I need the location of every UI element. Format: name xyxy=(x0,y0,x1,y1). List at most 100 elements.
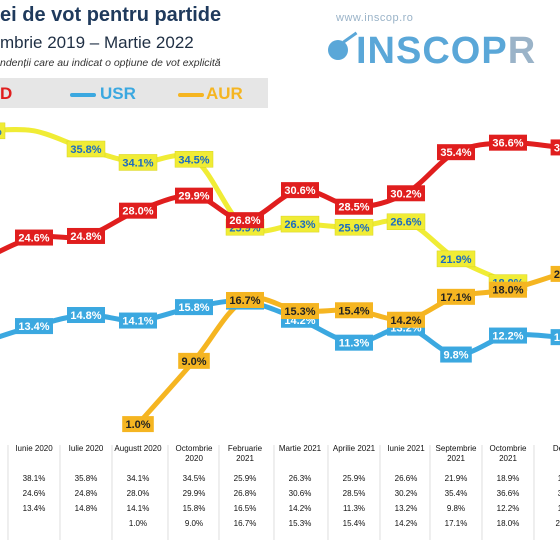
table-cell: 26.8% xyxy=(233,489,257,498)
data-label-bg xyxy=(0,122,6,140)
data-label-bg xyxy=(550,265,560,282)
brand-dot-icon xyxy=(328,40,348,60)
data-label-text: 20 xyxy=(554,269,560,281)
data-label-bg xyxy=(118,154,158,171)
brand-name-tail: R xyxy=(507,30,537,72)
table-cell: 24.8% xyxy=(74,489,98,498)
chart-subtitle: mbrie 2019 – Martie 2022 xyxy=(0,33,194,52)
data-label-text: 16.7% xyxy=(229,295,260,307)
table-cell: 15.4% xyxy=(342,519,366,528)
table-cell: 1 xyxy=(557,474,560,483)
data-label-text: 28.5% xyxy=(338,202,369,214)
data-label-bg xyxy=(437,144,475,161)
data-label-bg xyxy=(550,329,560,346)
table-cell: 30.6% xyxy=(288,489,312,498)
data-label: 14.8% xyxy=(67,307,105,324)
table-cell: 13.2% xyxy=(394,504,418,513)
data-label: 24.8% xyxy=(67,227,105,244)
table-header-cell: Februarie 2021 xyxy=(227,444,263,463)
data-label-bg xyxy=(489,327,527,344)
data-label: 36 xyxy=(550,139,560,156)
data-label-bg xyxy=(226,212,264,229)
data-label-text: 12.2% xyxy=(492,331,523,343)
table-cell: 9.8% xyxy=(446,504,466,513)
data-label-text: 24.8% xyxy=(70,231,101,243)
table-row: 24.6% 24.8% 28.0% 29.9% 26.8% 30.6% 28.5% 30.2%… xyxy=(0,489,560,503)
data-label: 30.2% xyxy=(387,185,425,202)
table-cell: 34.1% xyxy=(126,474,150,483)
data-label-text: 15.3% xyxy=(284,306,315,318)
data-label-text: 35.4% xyxy=(440,147,471,159)
data-label-text: 15.4% xyxy=(338,305,369,317)
legend-label-d: D xyxy=(0,84,13,103)
data-label-bg xyxy=(67,227,105,244)
table-cell: 9.0% xyxy=(184,519,204,528)
table-cell: 15.8% xyxy=(182,504,206,513)
table-cell: 14.2% xyxy=(288,504,312,513)
table-cell: 14.8% xyxy=(74,504,98,513)
table-cell: 24.6% xyxy=(22,489,46,498)
data-label-text: 26.3% xyxy=(284,219,315,231)
legend-swatch-usr xyxy=(70,93,96,97)
data-label-text: 28.0% xyxy=(122,206,153,218)
chart-note: ndenții care au indicat o opțiune de vot… xyxy=(0,57,221,69)
table-cell: 18.0% xyxy=(496,519,520,528)
data-label: 26.8% xyxy=(226,212,264,229)
data-label-text: 24.6% xyxy=(18,233,49,245)
table-row: 1.0% 9.0% 16.7% 15.3% 15.4% 14.2% 17.1% 18.0% 20 xyxy=(0,519,560,533)
data-label: 15.3% xyxy=(281,303,319,320)
table-row: 38.1% 35.8% 34.1% 34.5% 25.9% 26.3% 25.9% 26.6%… xyxy=(0,474,560,488)
data-label-text: 9.8% xyxy=(443,350,468,362)
data-label: 30.6% xyxy=(281,182,319,199)
data-label-text: 34.5% xyxy=(178,154,209,166)
data-label-bg xyxy=(226,291,264,308)
data-label-bg xyxy=(119,202,157,219)
table-cell: 1.0% xyxy=(128,519,148,528)
data-label: 15.8% xyxy=(175,299,213,316)
data-label-text: 26.8% xyxy=(229,215,260,227)
data-label: 9.0% xyxy=(178,352,210,369)
table-header-cell: Augustt 2020 xyxy=(114,444,162,453)
data-label-bg xyxy=(67,307,105,324)
data-label-bg xyxy=(66,140,106,158)
table-cell: 34.5% xyxy=(182,474,206,483)
data-label: 38.1% xyxy=(0,122,6,140)
data-label-text: 36 xyxy=(554,142,560,154)
legend-swatch-aur xyxy=(178,93,204,97)
data-label-bg xyxy=(489,281,527,298)
table-cell: 26.3% xyxy=(288,474,312,483)
data-label-text: 15.8% xyxy=(178,302,209,314)
data-label: 14.1% xyxy=(119,312,157,329)
table-cell: 28.5% xyxy=(342,489,366,498)
data-label-text: 29.9% xyxy=(178,191,209,203)
legend-item-d: D xyxy=(0,84,12,104)
data-label: 35.4% xyxy=(437,144,475,161)
table-header-cell: Iunie 2020 xyxy=(15,444,53,453)
data-label-text: 14.8% xyxy=(70,310,101,322)
table-header-cell: Iulie 2020 xyxy=(68,444,104,453)
data-label-text: 35.8% xyxy=(70,144,101,156)
data-label-text: 18.0% xyxy=(492,285,523,297)
table-cell: 25.9% xyxy=(342,474,366,483)
data-label: 12.2% xyxy=(489,327,527,344)
table-header-cell: Septembrie 2021 xyxy=(435,444,477,463)
table-header-cell: Aprilie 2021 xyxy=(332,444,376,453)
data-label: 34.1% xyxy=(118,154,158,171)
table-cell: 38.1% xyxy=(22,474,46,483)
table-cell: 17.1% xyxy=(444,519,468,528)
data-label-bg xyxy=(281,303,319,320)
table-cell: 36.6% xyxy=(496,489,520,498)
data-label: 12 xyxy=(550,329,560,346)
legend xyxy=(0,78,268,108)
table-header-row: Iunie 2020 Iulie 2020 Augustt 2020 Octombri… xyxy=(0,444,560,470)
table-header-cell: Octombrie 2020 xyxy=(175,444,213,463)
data-label: 24.6% xyxy=(15,229,53,246)
data-label: 25.9% xyxy=(334,219,374,236)
data-label: 26.6% xyxy=(386,213,426,230)
data-label-text: 1.0% xyxy=(125,419,150,431)
table-cell: 14.1% xyxy=(126,504,150,513)
data-label: 14.2% xyxy=(387,311,425,328)
table-cell: 28.0% xyxy=(126,489,150,498)
table-cell: 26.6% xyxy=(394,474,418,483)
